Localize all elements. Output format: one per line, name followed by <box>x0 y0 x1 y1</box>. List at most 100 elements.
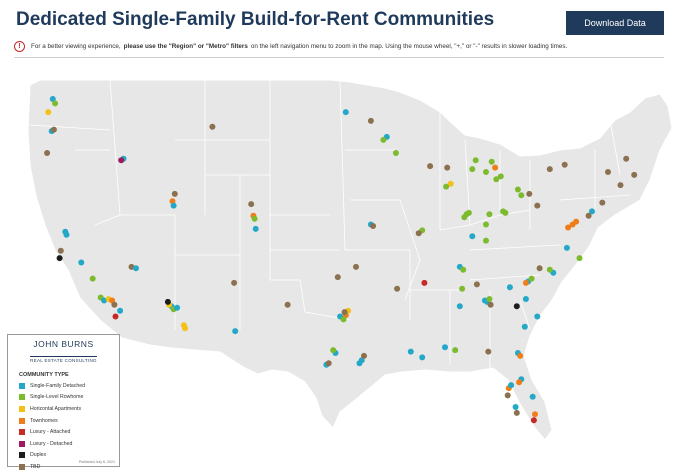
community-marker[interactable] <box>330 347 337 354</box>
community-marker[interactable] <box>563 244 570 251</box>
community-marker[interactable] <box>452 347 459 354</box>
community-marker[interactable] <box>486 296 493 302</box>
community-marker[interactable] <box>483 221 489 228</box>
community-marker[interactable] <box>45 109 52 116</box>
community-marker[interactable] <box>631 171 638 178</box>
community-marker[interactable] <box>483 169 489 175</box>
community-marker[interactable] <box>461 214 468 221</box>
community-marker[interactable] <box>576 255 583 262</box>
community-marker[interactable] <box>623 155 630 162</box>
community-marker[interactable] <box>522 279 529 286</box>
community-marker[interactable] <box>284 301 291 308</box>
community-marker[interactable] <box>589 208 595 215</box>
community-marker[interactable] <box>128 263 135 270</box>
community-marker[interactable] <box>427 163 434 170</box>
community-marker[interactable] <box>529 393 536 400</box>
community-marker[interactable] <box>170 202 177 209</box>
community-marker[interactable] <box>487 301 494 308</box>
community-marker[interactable] <box>493 176 500 183</box>
community-marker[interactable] <box>367 117 374 124</box>
community-marker[interactable] <box>485 348 492 355</box>
community-marker[interactable] <box>565 224 572 231</box>
community-marker[interactable] <box>460 266 467 273</box>
community-marker[interactable] <box>232 328 239 335</box>
community-marker[interactable] <box>415 230 422 237</box>
community-marker[interactable] <box>407 348 414 355</box>
community-marker[interactable] <box>444 164 451 171</box>
community-marker[interactable] <box>465 209 472 216</box>
community-marker[interactable] <box>506 284 513 291</box>
community-marker[interactable] <box>370 223 377 229</box>
community-marker[interactable] <box>353 263 359 270</box>
community-marker[interactable] <box>442 344 448 351</box>
community-marker[interactable] <box>518 192 525 199</box>
community-marker[interactable] <box>492 164 499 171</box>
community-marker[interactable] <box>361 352 367 359</box>
community-marker[interactable] <box>472 157 479 164</box>
community-marker[interactable] <box>174 304 181 311</box>
community-marker[interactable] <box>534 313 541 320</box>
community-marker[interactable] <box>617 182 624 189</box>
community-marker[interactable] <box>133 265 139 272</box>
community-marker[interactable] <box>111 301 118 308</box>
community-marker[interactable] <box>497 173 504 180</box>
community-marker[interactable] <box>585 212 592 219</box>
community-marker[interactable] <box>251 215 258 222</box>
community-marker[interactable] <box>526 190 533 197</box>
community-marker[interactable] <box>231 279 238 286</box>
community-marker[interactable] <box>341 309 348 316</box>
community-marker[interactable] <box>44 150 51 156</box>
community-marker[interactable] <box>516 379 523 386</box>
community-marker[interactable] <box>101 297 108 304</box>
community-marker[interactable] <box>514 186 521 193</box>
community-marker[interactable] <box>334 274 341 281</box>
us-map[interactable] <box>0 60 680 476</box>
community-marker[interactable] <box>56 255 63 262</box>
community-marker[interactable] <box>447 180 454 187</box>
community-marker[interactable] <box>252 225 259 232</box>
community-marker[interactable] <box>534 202 541 209</box>
community-marker[interactable] <box>356 360 363 367</box>
community-marker[interactable] <box>513 303 520 310</box>
community-marker[interactable] <box>164 298 171 305</box>
community-marker[interactable] <box>63 231 70 238</box>
community-marker[interactable] <box>508 382 515 389</box>
community-marker[interactable] <box>502 209 509 216</box>
community-marker[interactable] <box>546 266 553 273</box>
community-marker[interactable] <box>421 279 428 286</box>
community-marker[interactable] <box>488 158 495 165</box>
community-marker[interactable] <box>49 96 56 102</box>
community-marker[interactable] <box>561 161 568 168</box>
download-data-button[interactable]: Download Data <box>566 11 664 35</box>
community-marker[interactable] <box>118 157 125 164</box>
community-marker[interactable] <box>419 354 426 361</box>
community-marker[interactable] <box>469 233 476 240</box>
community-marker[interactable] <box>392 150 399 156</box>
community-marker[interactable] <box>394 285 401 292</box>
community-marker[interactable] <box>546 166 553 173</box>
community-marker[interactable] <box>513 409 520 416</box>
community-marker[interactable] <box>599 199 606 206</box>
community-marker[interactable] <box>473 281 480 288</box>
community-marker[interactable] <box>50 126 57 133</box>
community-marker[interactable] <box>504 392 511 399</box>
community-marker[interactable] <box>456 303 463 310</box>
community-marker[interactable] <box>486 211 493 218</box>
community-marker[interactable] <box>605 169 611 175</box>
community-marker[interactable] <box>528 275 535 282</box>
community-marker[interactable] <box>57 247 64 254</box>
community-marker[interactable] <box>459 285 466 292</box>
community-marker[interactable] <box>469 166 476 173</box>
community-marker[interactable] <box>532 411 538 418</box>
community-marker[interactable] <box>521 323 528 330</box>
community-marker[interactable] <box>342 109 349 116</box>
community-marker[interactable] <box>340 316 347 323</box>
community-marker[interactable] <box>512 404 519 410</box>
community-marker[interactable] <box>536 265 543 272</box>
community-marker[interactable] <box>209 123 216 130</box>
community-marker[interactable] <box>52 100 59 107</box>
community-marker[interactable] <box>117 307 124 314</box>
community-marker[interactable] <box>517 352 524 359</box>
community-marker[interactable] <box>443 183 450 190</box>
community-marker[interactable] <box>182 325 188 332</box>
